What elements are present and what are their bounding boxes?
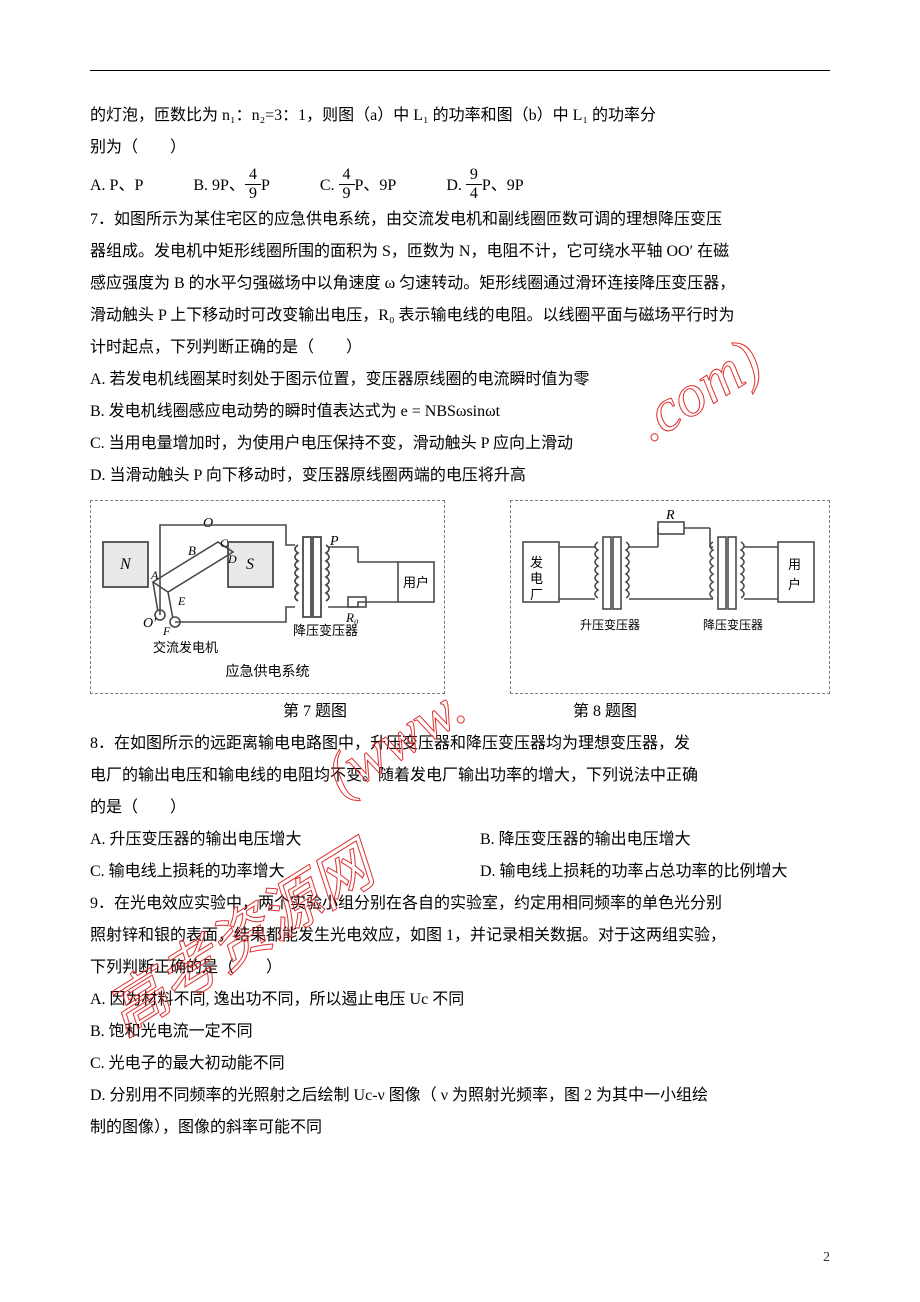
fig8-label-user-2: 户 <box>788 577 801 592</box>
q7-option-a: A. 若发电机线圈某时刻处于图示位置，变压器原线圈的电流瞬时值为零 <box>90 364 830 396</box>
fig7-label-user: 用户 <box>403 575 429 590</box>
fig8-label-plant-2: 电 <box>530 571 543 586</box>
q6-option-d: D. 94P、9P <box>446 168 523 204</box>
page-number: 2 <box>823 1244 830 1272</box>
q8-stem-3: 的是（ ） <box>90 792 830 824</box>
q8-option-d: D. 输电线上损耗的功率占总功率的比例增大 <box>480 856 830 888</box>
fig7-label-Dpt: D <box>227 552 237 566</box>
q6-stem-line1: 的灯泡，匝数比为 n₁：n₂=3：1，则图（a）中 L₁ 的功率和图（b）中 L… <box>90 100 830 132</box>
fig7-caption: 第 7 题图 <box>283 696 347 728</box>
q6-optd-post: P、9P <box>482 177 524 194</box>
q6-optb-post: P <box>261 177 270 194</box>
q9-stem-3: 下列判断正确的是（ ） <box>90 952 830 984</box>
q9-option-b: B. 饱和光电流一定不同 <box>90 1016 830 1048</box>
fig8-label-user-1: 用 <box>788 557 801 572</box>
fig7-label-stepdown: 降压变压器 <box>293 623 358 638</box>
q9-stem-1: 9．在光电效应实验中，两个实验小组分别在各自的实验室，约定用相同频率的单色光分别 <box>90 888 830 920</box>
fig7-label-E: E <box>177 594 186 608</box>
q6-option-a: A. P、P <box>90 170 143 202</box>
q7-option-d: D. 当滑动触头 P 向下移动时，变压器原线圈两端的电压将升高 <box>90 460 830 492</box>
q7-stem-3: 感应强度为 B 的水平匀强磁场中以角速度 ω 匀速转动。矩形线圈通过滑环连接降压… <box>90 268 830 300</box>
q8-stem-1: 8．在如图所示的远距离输电电路图中，升压变压器和降压变压器均为理想变压器，发 <box>90 728 830 760</box>
fig8-label-stepdown: 降压变压器 <box>703 617 763 632</box>
fig7-label-Oprime: O′ <box>143 616 157 631</box>
fig7-label-gen: 交流发电机 <box>153 640 218 655</box>
fig8-label-stepup: 升压变压器 <box>580 617 640 632</box>
q6-option-c: C. 49P、9P <box>320 168 396 204</box>
fraction-icon: 94 <box>466 166 482 202</box>
figure-7: N S O O′ B C A D E F 交流发电机 <box>90 500 445 694</box>
fig7-label-A: A <box>150 568 159 582</box>
q7-option-b: B. 发电机线圈感应电动势的瞬时值表达式为 e = NBSωsinωt <box>90 396 830 428</box>
fraction-icon: 49 <box>245 166 261 202</box>
fig8-caption: 第 8 题图 <box>573 696 637 728</box>
figure-8-svg: 发 电 厂 R <box>518 507 823 637</box>
top-horizontal-rule <box>90 70 830 71</box>
q6-optc-pre: C. <box>320 177 339 194</box>
q9-option-d2: 制的图像），图像的斜率可能不同 <box>90 1112 830 1144</box>
fig7-label-N: N <box>119 556 132 573</box>
fig7-label-F: F <box>162 624 171 638</box>
q7-option-c: C. 当用电量增加时，为使用户电压保持不变，滑动触头 P 应向上滑动 <box>90 428 830 460</box>
q9-option-d1: D. 分别用不同频率的光照射之后绘制 Uc-ν 图像（ ν 为照射光频率，图 2… <box>90 1080 830 1112</box>
q7-stem-1: 7．如图所示为某住宅区的应急供电系统，由交流发电机和副线圈匝数可调的理想降压变压 <box>90 204 830 236</box>
q8-option-a: A. 升压变压器的输出电压增大 <box>90 824 440 856</box>
fraction-icon: 49 <box>339 166 355 202</box>
fig7-label-B: B <box>188 543 196 558</box>
q7-stem-5: 计时起点，下列判断正确的是（ ） <box>90 332 830 364</box>
fig7-label-C: C <box>220 536 229 550</box>
q6-options: A. P、P B. 9P、49P C. 49P、9P D. 94P、9P <box>90 168 830 204</box>
q8-option-b: B. 降压变压器的输出电压增大 <box>480 824 830 856</box>
q6-optc-post: P、9P <box>355 177 397 194</box>
q9-stem-2: 照射锌和银的表面，结果都能发生光电效应，如图 1，并记录相关数据。对于这两组实验… <box>90 920 830 952</box>
fig7-label-S: S <box>246 556 254 573</box>
q8-option-c: C. 输电线上损耗的功率增大 <box>90 856 440 888</box>
figure-7-svg: N S O O′ B C A D E F 交流发电机 <box>98 507 438 657</box>
fig7-system-label: 应急供电系统 <box>226 659 310 687</box>
q6-stem-line2: 别为（ ） <box>90 132 830 164</box>
q9-option-a: A. 因为材料不同, 逸出功不同，所以遏止电压 Uc 不同 <box>90 984 830 1016</box>
q6-optb-pre: B. 9P、 <box>193 177 245 194</box>
fig8-label-R: R <box>665 508 675 523</box>
q7-stem-2: 器组成。发电机中矩形线圈所围的面积为 S，匝数为 N，电阻不计，它可绕水平轴 O… <box>90 236 830 268</box>
q6-option-b: B. 9P、49P <box>193 168 269 204</box>
q9-option-c: C. 光电子的最大初动能不同 <box>90 1048 830 1080</box>
q7-stem-4: 滑动触头 P 上下移动时可改变输出电压，R₀ 表示输电线的电阻。以线圈平面与磁场… <box>90 300 830 332</box>
q8-stem-2: 电厂的输出电压和输电线的电阻均不变。随着发电厂输出功率的增大，下列说法中正确 <box>90 760 830 792</box>
fig8-label-plant-1: 发 <box>530 555 543 570</box>
q6-optd-pre: D. <box>446 177 466 194</box>
fig7-label-O: O <box>203 516 213 531</box>
fig8-label-plant-3: 厂 <box>530 587 543 602</box>
figure-8: 发 电 厂 R <box>510 500 830 694</box>
